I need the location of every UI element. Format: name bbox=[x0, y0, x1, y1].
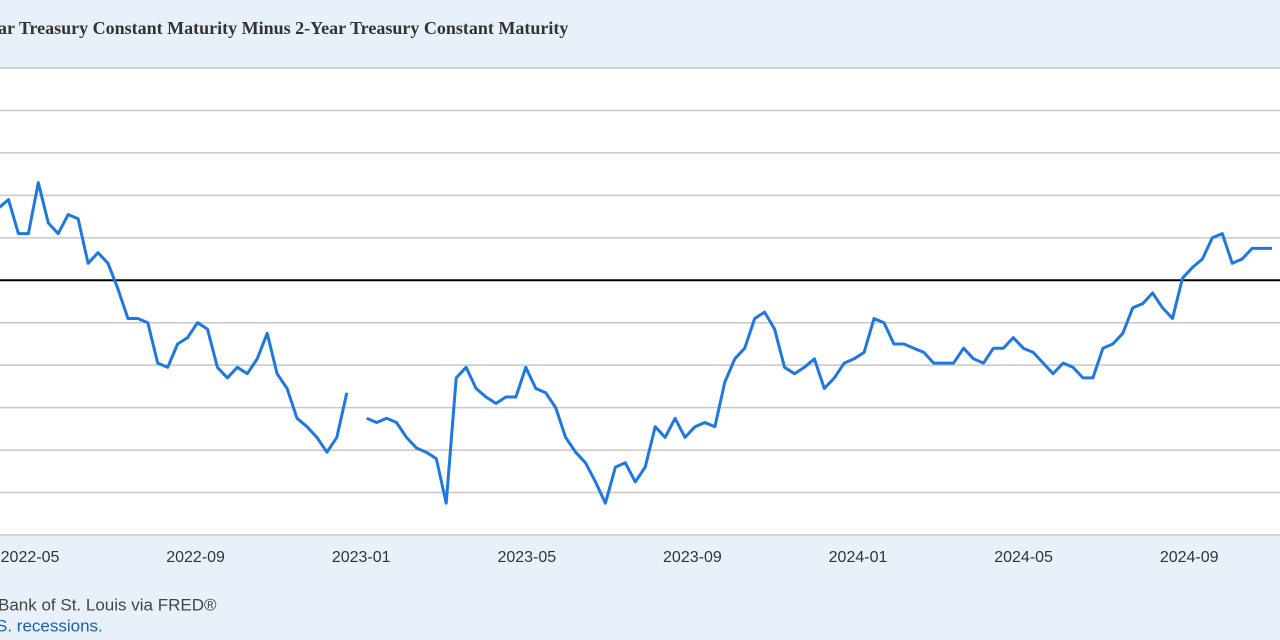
x-tick-label: 2024-01 bbox=[829, 549, 888, 566]
x-tick-label: 2022-09 bbox=[166, 549, 225, 566]
source: Bank of St. Louis via FRED® bbox=[0, 595, 217, 614]
x-tick-label: 2024-09 bbox=[1160, 549, 1219, 566]
recessions-link[interactable]: S. recessions. bbox=[0, 616, 103, 635]
x-tick-label: 2024-05 bbox=[994, 549, 1053, 566]
series-line bbox=[0, 181, 349, 454]
plot-area bbox=[0, 68, 1280, 535]
x-tick-label: 2023-01 bbox=[332, 549, 391, 566]
chart-title: ar Treasury Constant Maturity Minus 2-Ye… bbox=[0, 18, 568, 38]
series-line bbox=[366, 232, 1272, 505]
x-tick-label: 2023-05 bbox=[497, 549, 556, 566]
x-tick-label: 2022-05 bbox=[1, 549, 60, 566]
x-tick-label: 2023-09 bbox=[663, 549, 722, 566]
